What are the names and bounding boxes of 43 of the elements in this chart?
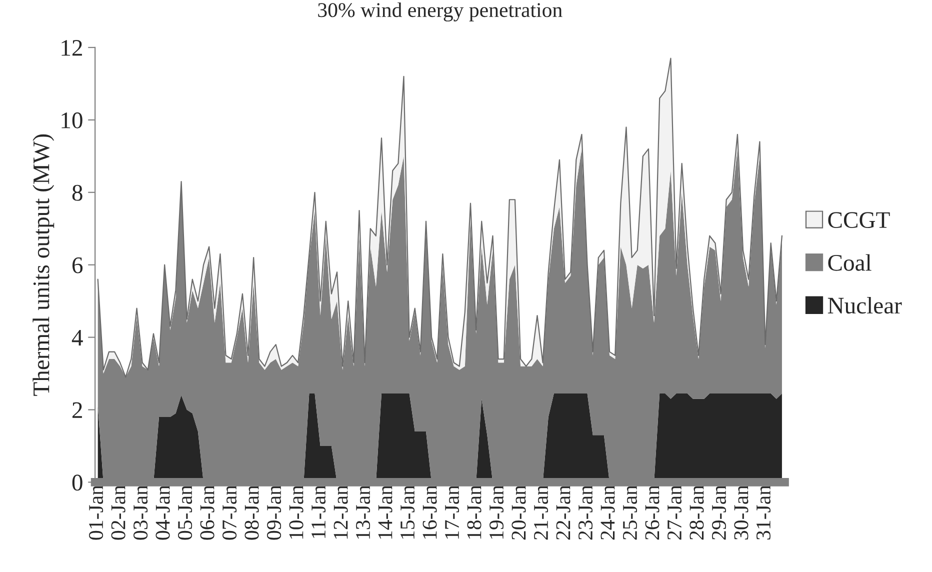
legend-label: Coal [828, 254, 872, 271]
x-tick-label: 09-Jan [266, 485, 282, 540]
x-tick-label: 13-Jan [356, 485, 370, 539]
x-tick-label: 15-Jan [400, 485, 415, 539]
x-tick-label: 04-Jan [156, 485, 170, 540]
x-tick-label: 12-Jan [334, 485, 348, 539]
x-tick-label: 29-Jan [712, 485, 726, 540]
x-tick-label: 21-Jan [534, 485, 548, 540]
legend-label: CCGT [828, 212, 890, 228]
y-tick-label: 2 [72, 402, 82, 418]
x-tick-label: 03-Jan [133, 485, 148, 540]
y-tick-label: 12 [62, 40, 82, 56]
x-tick-label: 02-Jan [111, 485, 126, 540]
y-tick-label: 10 [62, 112, 82, 128]
x-tick-label: 24-Jan [600, 485, 615, 540]
x-tick-label: 01-Jan [89, 485, 104, 540]
x-tick-label: 23-Jan [578, 485, 593, 540]
x-tick-label: 16-Jan [422, 485, 437, 539]
x-tick-label: 27-Jan [668, 485, 682, 540]
x-tick-label: 20-Jan [512, 485, 526, 540]
x-tick-label: 19-Jan [490, 485, 504, 539]
x-tick-label: 05-Jan [178, 485, 192, 540]
x-tick-label: 06-Jan [200, 485, 214, 540]
x-tick-label: 07-Jan [222, 485, 237, 540]
legend-label: Nuclear [828, 297, 902, 314]
y-tick-label: 4 [72, 330, 83, 346]
x-tick-label: 30-Jan [734, 485, 748, 540]
x-tick-label: 26-Jan [645, 485, 660, 540]
y-tick-label: 8 [72, 184, 82, 201]
x-tick-label: 08-Jan [244, 485, 259, 540]
y-tick-label: 0 [72, 474, 82, 491]
chart-title: 30% wind energy penetration [318, 2, 562, 22]
x-tick-label: 18-Jan [467, 485, 482, 539]
x-tick-label: 11-Jan [312, 485, 326, 538]
y-axis-title: Thermal units output (MW) [32, 134, 54, 396]
x-tick-label: 10-Jan [289, 485, 304, 539]
y-tick-label: 6 [72, 257, 83, 274]
x-tick-label: 31-Jan [756, 485, 770, 540]
x-tick-label: 25-Jan [623, 485, 638, 540]
x-tick-label: 28-Jan [690, 485, 704, 540]
x-tick-label: 22-Jan [556, 485, 570, 540]
x-tick-label: 17-Jan [445, 485, 460, 539]
x-tick-label: 14-Jan [378, 485, 392, 539]
